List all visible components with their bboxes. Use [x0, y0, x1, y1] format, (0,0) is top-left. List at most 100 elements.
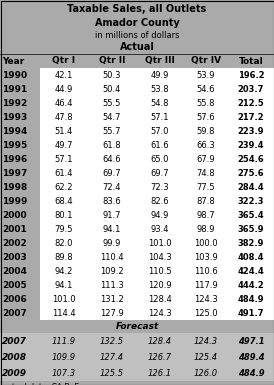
Text: 1998: 1998 [2, 182, 27, 191]
Text: 2007: 2007 [2, 336, 27, 345]
Text: 1994: 1994 [2, 127, 27, 136]
Text: 239.4: 239.4 [238, 141, 264, 149]
Text: 1999: 1999 [2, 196, 27, 206]
Text: 126.7: 126.7 [148, 353, 172, 362]
Text: 2005: 2005 [2, 281, 27, 290]
Text: 2007: 2007 [2, 308, 27, 318]
Text: 57.1: 57.1 [55, 154, 73, 164]
Text: Qtr IV: Qtr IV [191, 57, 221, 65]
Text: 212.5: 212.5 [238, 99, 264, 107]
Text: 55.8: 55.8 [197, 99, 215, 107]
Text: 110.5: 110.5 [148, 266, 172, 276]
Text: 79.5: 79.5 [55, 224, 73, 233]
Text: 217.2: 217.2 [238, 112, 264, 122]
Text: 2003: 2003 [2, 253, 27, 261]
Text: 57.1: 57.1 [151, 112, 169, 122]
Text: 93.4: 93.4 [151, 224, 169, 233]
Text: 484.9: 484.9 [238, 368, 264, 378]
Text: Qtr II: Qtr II [99, 57, 125, 65]
Text: Total: Total [239, 57, 263, 65]
Text: 107.3: 107.3 [52, 368, 76, 378]
Text: 72.4: 72.4 [103, 182, 121, 191]
Text: 53.9: 53.9 [197, 70, 215, 79]
Text: 94.1: 94.1 [55, 281, 73, 290]
Text: 126.0: 126.0 [194, 368, 218, 378]
Text: 322.3: 322.3 [238, 196, 264, 206]
Text: 125.5: 125.5 [100, 368, 124, 378]
Text: 1990: 1990 [2, 70, 27, 79]
Text: 203.7: 203.7 [238, 84, 264, 94]
Text: 109.2: 109.2 [100, 266, 124, 276]
Text: 444.2: 444.2 [238, 281, 264, 290]
Text: 125.4: 125.4 [194, 353, 218, 362]
Text: 131.2: 131.2 [100, 295, 124, 303]
Text: 68.4: 68.4 [55, 196, 73, 206]
Bar [40, 333, 274, 381]
Text: Amador County: Amador County [95, 17, 179, 27]
Text: 46.4: 46.4 [55, 99, 73, 107]
Text: 284.4: 284.4 [238, 182, 264, 191]
Text: 109.9: 109.9 [52, 353, 76, 362]
Text: 61.6: 61.6 [151, 141, 169, 149]
Text: 77.5: 77.5 [197, 182, 215, 191]
Text: 110.6: 110.6 [194, 266, 218, 276]
Text: in millions of dollars: in millions of dollars [95, 30, 179, 40]
Text: 53.8: 53.8 [151, 84, 169, 94]
Text: 223.9: 223.9 [238, 127, 264, 136]
Text: 128.4: 128.4 [148, 295, 172, 303]
Text: 98.9: 98.9 [197, 224, 215, 233]
Text: 127.9: 127.9 [100, 308, 124, 318]
Text: 2000: 2000 [2, 211, 27, 219]
Text: 61.8: 61.8 [103, 141, 121, 149]
Text: 124.3: 124.3 [194, 295, 218, 303]
Text: 54.7: 54.7 [103, 112, 121, 122]
Text: 54.6: 54.6 [197, 84, 215, 94]
Text: 44.9: 44.9 [55, 84, 73, 94]
Text: 1995: 1995 [2, 141, 27, 149]
Text: 128.4: 128.4 [148, 336, 172, 345]
Text: 114.4: 114.4 [52, 308, 76, 318]
Text: Forecast: Forecast [115, 322, 159, 331]
Text: 124.3: 124.3 [148, 308, 172, 318]
Text: 49.7: 49.7 [55, 141, 73, 149]
Text: 120.9: 120.9 [148, 281, 172, 290]
Text: 1993: 1993 [2, 112, 27, 122]
Text: 94.2: 94.2 [55, 266, 73, 276]
Text: 59.8: 59.8 [197, 127, 215, 136]
Text: 50.3: 50.3 [103, 70, 121, 79]
Text: 1992: 1992 [2, 99, 27, 107]
Text: 101.0: 101.0 [52, 295, 76, 303]
Text: 54.8: 54.8 [151, 99, 169, 107]
Text: 254.6: 254.6 [238, 154, 264, 164]
Bar [0, 381, 274, 385]
Text: 55.7: 55.7 [103, 127, 121, 136]
Text: 365.9: 365.9 [238, 224, 264, 233]
Text: 127.4: 127.4 [100, 353, 124, 362]
Text: 67.9: 67.9 [197, 154, 215, 164]
Text: 94.1: 94.1 [103, 224, 121, 233]
Text: 382.9: 382.9 [238, 238, 264, 248]
Text: 82.6: 82.6 [151, 196, 169, 206]
Text: 104.3: 104.3 [148, 253, 172, 261]
Text: 110.4: 110.4 [100, 253, 124, 261]
Text: 365.4: 365.4 [238, 211, 264, 219]
Text: 2009: 2009 [2, 368, 27, 378]
Text: 491.7: 491.7 [238, 308, 264, 318]
Text: 2001: 2001 [2, 224, 27, 233]
Text: 57.0: 57.0 [151, 127, 169, 136]
Text: 89.8: 89.8 [55, 253, 73, 261]
Text: 124.3: 124.3 [194, 336, 218, 345]
Text: 2006: 2006 [2, 295, 27, 303]
Text: 424.4: 424.4 [238, 266, 264, 276]
Bar [40, 68, 274, 320]
Text: 87.8: 87.8 [197, 196, 215, 206]
Text: 99.9: 99.9 [103, 238, 121, 248]
Text: actual data: CA-BoE: actual data: CA-BoE [3, 383, 79, 385]
Bar [40, 54, 274, 68]
Text: 94.9: 94.9 [151, 211, 169, 219]
Text: 125.0: 125.0 [194, 308, 218, 318]
Text: 2002: 2002 [2, 238, 27, 248]
Text: 51.4: 51.4 [55, 127, 73, 136]
Text: 42.1: 42.1 [55, 70, 73, 79]
Text: 91.7: 91.7 [103, 211, 121, 219]
